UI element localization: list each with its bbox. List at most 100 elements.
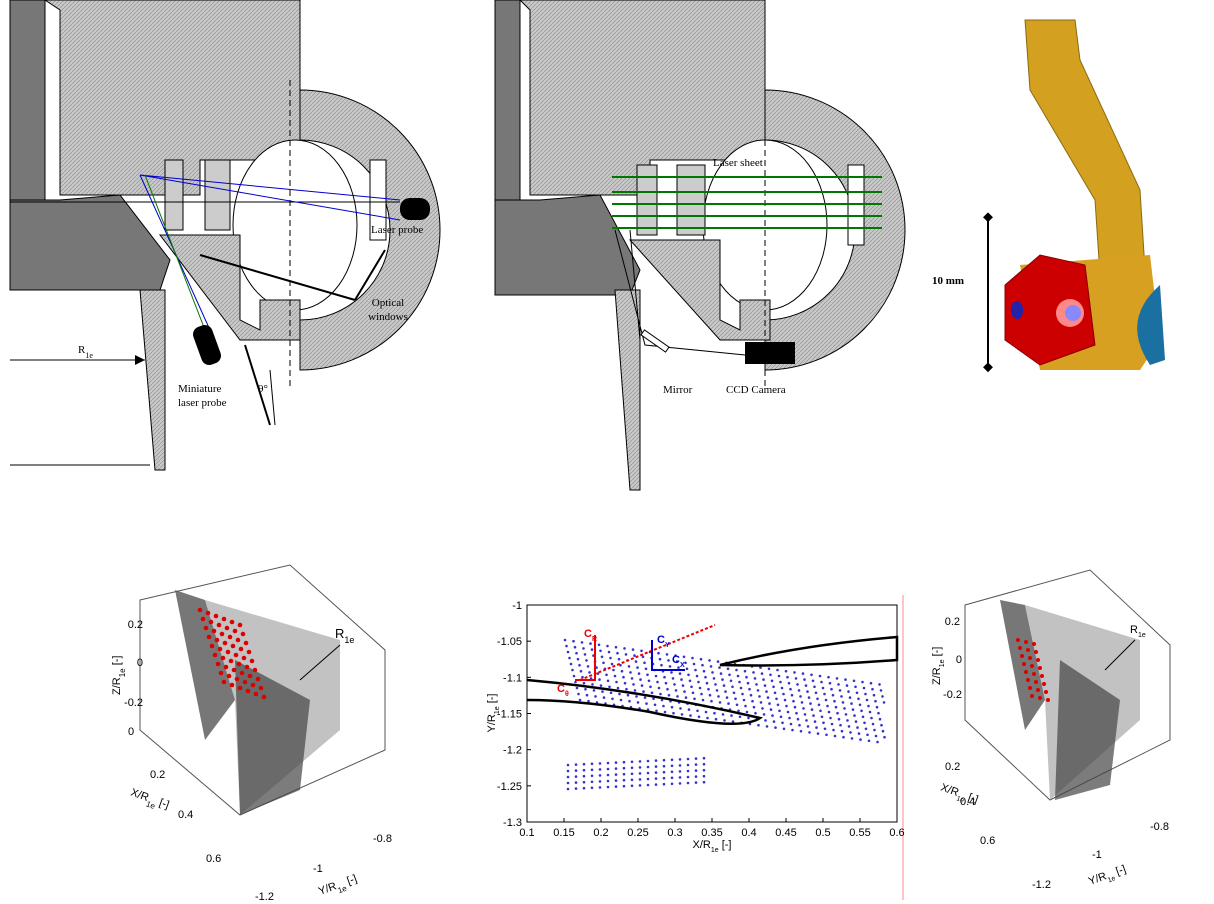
point — [869, 681, 873, 685]
y-tick-label: -1.25 — [497, 781, 522, 793]
point — [868, 710, 872, 714]
point — [1036, 658, 1040, 662]
point — [622, 766, 626, 770]
point — [771, 714, 774, 717]
point — [793, 705, 797, 709]
point — [786, 710, 790, 714]
point — [805, 719, 808, 722]
point — [855, 691, 859, 695]
point — [598, 786, 602, 789]
tick: -0.2 — [124, 697, 143, 709]
point — [721, 713, 725, 716]
point — [658, 657, 662, 661]
point — [655, 709, 658, 713]
point — [216, 622, 222, 628]
point — [566, 787, 570, 791]
point — [246, 649, 252, 655]
point — [646, 708, 650, 711]
axis-label: Y/R1e [-] — [1087, 863, 1129, 890]
point — [678, 776, 682, 779]
point — [594, 695, 597, 698]
point — [726, 667, 730, 671]
point — [582, 647, 585, 650]
point — [702, 756, 706, 760]
point — [670, 758, 674, 762]
tick: -0.2 — [943, 689, 962, 701]
point — [638, 778, 642, 781]
point — [819, 709, 822, 713]
point — [1044, 690, 1048, 694]
point — [796, 717, 800, 721]
point — [866, 733, 869, 737]
point — [638, 766, 642, 769]
point — [702, 774, 706, 778]
point — [856, 726, 859, 729]
point — [646, 777, 650, 781]
label: Laser probe — [371, 224, 423, 236]
point — [656, 680, 659, 684]
point — [638, 760, 642, 763]
point — [810, 673, 813, 677]
point — [631, 648, 635, 651]
point — [662, 704, 665, 708]
point — [596, 672, 600, 675]
label: CY — [657, 634, 670, 649]
point — [616, 686, 620, 690]
point — [606, 785, 610, 789]
point — [211, 628, 217, 634]
point — [642, 690, 645, 693]
x-tick-label: 0.3 — [667, 827, 682, 839]
point — [673, 683, 676, 686]
axis-label: X/R1e [-] — [938, 782, 980, 809]
y-tick-label: -1.3 — [503, 817, 522, 829]
tick: -1.2 — [1032, 879, 1051, 891]
point — [768, 702, 771, 705]
point — [630, 677, 634, 680]
point — [679, 707, 682, 710]
point — [598, 768, 602, 771]
point — [769, 673, 772, 677]
point — [874, 734, 878, 738]
point — [712, 677, 716, 680]
point — [787, 681, 791, 685]
point — [255, 676, 261, 682]
point — [816, 732, 820, 735]
point — [575, 651, 578, 655]
point — [569, 662, 573, 666]
point — [243, 640, 249, 646]
point — [653, 703, 657, 707]
x-tick-label: 0.25 — [627, 827, 648, 839]
point — [654, 674, 658, 678]
point — [672, 711, 675, 715]
point — [236, 661, 242, 667]
point — [686, 763, 690, 767]
point — [839, 723, 842, 727]
point — [807, 696, 811, 699]
point — [609, 656, 612, 660]
point — [793, 671, 796, 674]
point — [756, 689, 760, 692]
point — [622, 675, 625, 679]
point — [590, 762, 594, 766]
point — [697, 715, 701, 719]
point — [694, 668, 697, 672]
point — [823, 692, 826, 696]
point — [622, 784, 626, 788]
point — [678, 758, 682, 761]
point — [878, 717, 882, 721]
point — [864, 727, 868, 731]
point — [686, 757, 690, 761]
point — [1032, 642, 1036, 646]
point — [880, 723, 883, 727]
3d-plot-left: 0.2 0 -0.2 0 0.2 0.4 0.6 -1.2 -1 -0.8 Z/… — [111, 564, 392, 903]
tick: -0.8 — [1150, 821, 1169, 833]
point — [820, 715, 824, 719]
point — [646, 765, 650, 769]
point — [680, 678, 683, 681]
point — [773, 691, 777, 695]
point — [846, 719, 849, 722]
point — [694, 781, 698, 784]
point — [881, 729, 885, 733]
point — [659, 692, 662, 696]
point — [637, 672, 641, 675]
